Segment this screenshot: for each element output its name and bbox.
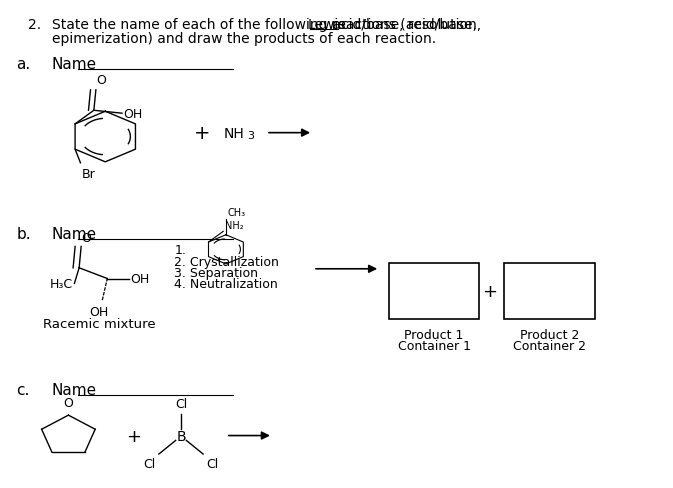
Text: Container 1: Container 1 [398,340,470,352]
Text: b.: b. [16,227,31,242]
Text: B: B [176,428,186,443]
Text: 2. Crystallization: 2. Crystallization [174,255,279,268]
Text: Cl: Cl [207,457,219,470]
Text: Name: Name [52,227,97,242]
Text: CH₃: CH₃ [227,208,246,218]
Text: +: + [127,427,141,445]
Text: a.: a. [16,57,30,72]
Text: NH₂: NH₂ [225,221,243,231]
Text: Br: Br [82,167,96,180]
Bar [389,264,479,319]
Text: Product 1: Product 1 [404,328,464,341]
Text: 4. Neutralization: 4. Neutralization [174,278,278,290]
Text: 1.: 1. [174,244,186,257]
Text: OH: OH [123,107,143,121]
Text: Name: Name [52,382,97,397]
Text: epimerization) and draw the products of each reaction.: epimerization) and draw the products of … [52,31,436,45]
Text: Name: Name [52,57,97,72]
Text: acid/base, resolution,: acid/base, resolution, [328,19,481,32]
Text: OH: OH [130,272,149,285]
Text: Cl: Cl [175,397,187,410]
Text: O: O [96,74,106,87]
Text: 3. Separation: 3. Separation [174,266,258,279]
Text: NH: NH [224,126,245,141]
Text: 3: 3 [248,130,254,140]
Text: State the name of each of the following reactions (acid/base,: State the name of each of the following … [52,19,481,32]
Bar [504,264,594,319]
Text: OH: OH [89,305,108,318]
Text: O: O [81,231,91,244]
Text: Cl: Cl [143,457,155,470]
Text: O: O [63,396,73,409]
Text: H₃C: H₃C [50,277,73,290]
Text: c.: c. [16,382,30,397]
Text: Lewis: Lewis [307,19,346,32]
Text: +: + [482,282,497,300]
Text: +: + [194,124,211,143]
Text: 2.: 2. [28,19,41,32]
Text: Container 2: Container 2 [513,340,586,352]
Text: Racemic mixture: Racemic mixture [43,318,155,331]
Text: Product 2: Product 2 [520,328,579,341]
